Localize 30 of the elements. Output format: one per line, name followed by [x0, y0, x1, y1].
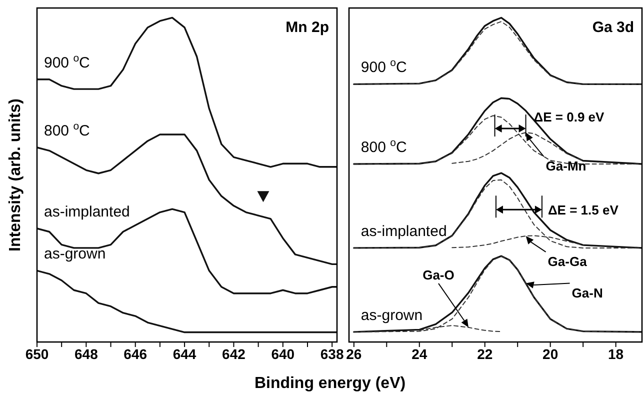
- series-label: as-implanted: [360, 222, 447, 240]
- series-label: 800 $^{o}$C: [44, 120, 90, 140]
- series-label: as-grown: [360, 306, 423, 324]
- x-tick-label: 22: [477, 346, 493, 362]
- annotation: Ga-Mn: [546, 158, 586, 174]
- x-tick-label: 638: [320, 346, 344, 362]
- annotation: Ga-O: [422, 267, 454, 282]
- x-tick-label: 640: [271, 346, 295, 362]
- series-label: 800 $^{o}$C: [360, 136, 407, 156]
- chart-title: Mn 2p: [286, 19, 329, 36]
- x-tick-label: 648: [74, 346, 98, 362]
- x-tick-label: 26: [346, 346, 362, 362]
- x-tick-label: 18: [608, 346, 624, 362]
- annotation: Ga-Ga: [548, 254, 588, 269]
- chart-title: Ga 3d: [592, 19, 634, 36]
- annotation: ΔE = 1.5 eV: [548, 202, 619, 218]
- series-label: as-grown: [44, 246, 106, 263]
- y-axis-title: Intensity (arb. units): [7, 98, 24, 252]
- x-tick-label: 650: [25, 346, 49, 362]
- x-axis-title: Binding energy (eV): [254, 375, 406, 392]
- x-tick-label: 642: [222, 346, 246, 362]
- x-tick-label: 20: [542, 346, 558, 362]
- x-tick-label: 644: [172, 346, 196, 362]
- x-tick-label: 24: [412, 346, 428, 362]
- annotation: ΔE = 0.9 eV: [534, 110, 605, 125]
- series-label: as-implanted: [44, 204, 130, 221]
- annotation: Ga-N: [572, 285, 603, 300]
- x-tick-label: 646: [124, 346, 148, 362]
- series-label: 900 $^{o}$C: [44, 52, 90, 72]
- series-label: 900 $^{o}$C: [360, 57, 407, 76]
